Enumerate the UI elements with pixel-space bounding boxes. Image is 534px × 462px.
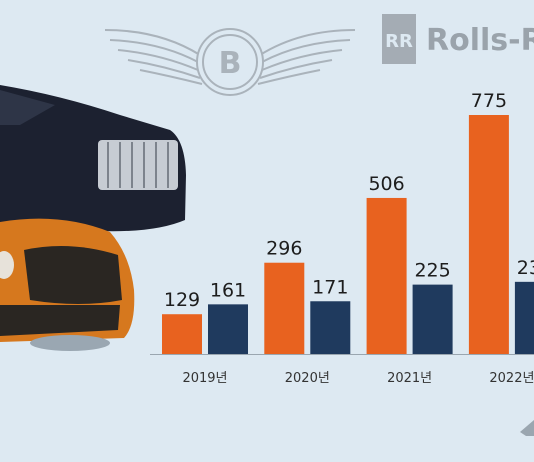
value-label: 506 bbox=[368, 173, 404, 195]
x-tick-label: 2020년 bbox=[285, 371, 330, 386]
value-label: 225 bbox=[414, 260, 450, 282]
bar bbox=[208, 304, 248, 354]
rolls-car bbox=[0, 85, 186, 232]
bar bbox=[162, 314, 202, 354]
x-tick-label: 2021년 bbox=[387, 371, 432, 386]
x-tick-label: 2019년 bbox=[182, 371, 227, 386]
bar bbox=[514, 281, 534, 354]
rr-monogram: RR bbox=[385, 31, 413, 52]
rr-badge bbox=[382, 14, 416, 64]
bar bbox=[264, 262, 305, 354]
value-label: 129 bbox=[164, 289, 200, 311]
watermark bbox=[520, 420, 534, 436]
value-label: 171 bbox=[312, 276, 348, 298]
bar bbox=[468, 115, 509, 354]
bentley-b: B bbox=[219, 46, 242, 81]
x-tick-label: 2022년 bbox=[489, 371, 534, 386]
bentley-logo bbox=[104, 28, 356, 96]
value-label: 161 bbox=[210, 279, 246, 301]
value-label: 775 bbox=[471, 90, 507, 112]
value-label: 234 bbox=[517, 257, 534, 279]
bar bbox=[366, 197, 407, 354]
bar bbox=[412, 284, 453, 354]
bar bbox=[310, 301, 351, 354]
plot: 129 161 2019년 296 171 2020년 506 225 2021년 775 234 2… bbox=[162, 90, 534, 386]
bentley-car bbox=[0, 218, 135, 351]
value-label: 296 bbox=[266, 238, 302, 260]
logo-text: Rolls-Royce bbox=[426, 23, 534, 58]
